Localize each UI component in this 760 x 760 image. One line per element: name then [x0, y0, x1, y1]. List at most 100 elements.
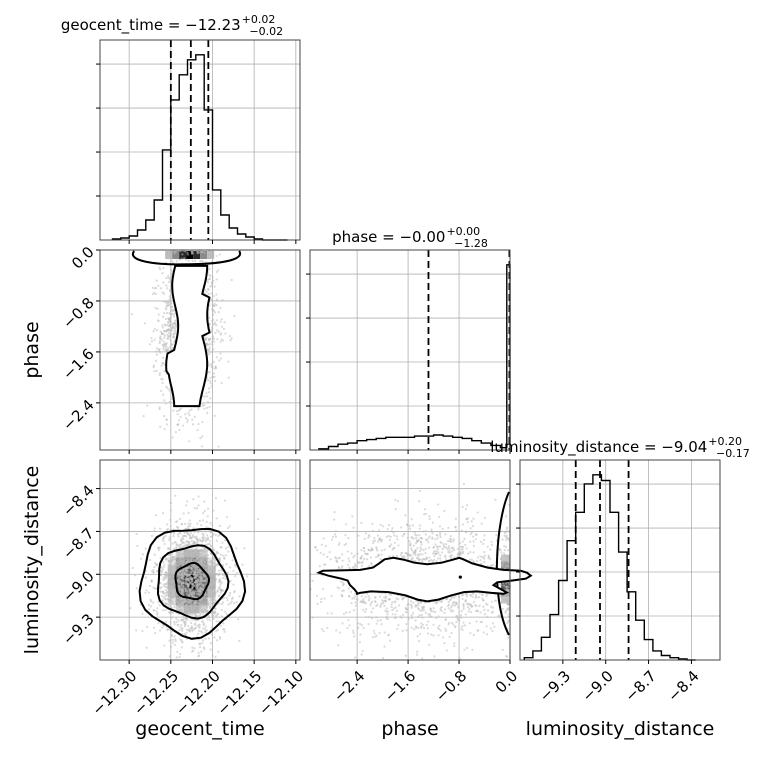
sample-point	[467, 610, 470, 613]
sample-point	[197, 556, 200, 559]
sample-point	[154, 631, 157, 635]
sample-point	[408, 524, 411, 527]
sample-point	[188, 519, 191, 522]
sample-point	[479, 611, 482, 614]
sample-point	[380, 602, 383, 605]
sample-point	[188, 613, 191, 616]
sample-point	[186, 500, 189, 503]
sample-point	[200, 603, 203, 607]
sample-point	[206, 589, 209, 592]
sample-point	[180, 619, 183, 622]
sample-point	[211, 524, 214, 527]
sample-point	[209, 589, 213, 592]
sample-point	[507, 613, 510, 616]
sample-point	[380, 549, 383, 552]
sample-point	[204, 631, 207, 634]
sample-point	[172, 556, 175, 559]
sample-point	[368, 597, 371, 600]
sample-point	[196, 539, 200, 542]
sample-point	[151, 601, 155, 604]
sample-point	[370, 617, 374, 620]
sample-point	[436, 557, 440, 560]
sample-point	[212, 509, 215, 512]
sample-point	[166, 333, 169, 336]
sample-point	[202, 579, 205, 582]
sample-point	[154, 287, 157, 290]
sample-point	[207, 616, 211, 619]
sample-point	[411, 524, 415, 527]
sample-point	[169, 561, 172, 565]
sample-point	[216, 612, 220, 615]
sample-point	[447, 551, 450, 554]
sample-point	[185, 543, 188, 547]
sample-point	[219, 591, 222, 595]
sample-point	[480, 620, 483, 624]
sample-point	[502, 552, 506, 555]
sample-point	[163, 428, 166, 431]
sample-point	[165, 402, 168, 405]
sample-point	[446, 604, 450, 607]
sample-point	[370, 562, 373, 566]
sample-point	[161, 599, 164, 602]
sample-point	[341, 589, 344, 592]
sample-point	[205, 342, 209, 345]
sample-point	[186, 610, 190, 613]
sample-point	[186, 540, 189, 543]
sample-point	[182, 585, 185, 588]
sample-point	[224, 554, 227, 557]
sample-point	[342, 612, 346, 616]
sample-point	[197, 578, 200, 581]
sample-point	[173, 635, 176, 638]
sample-point	[447, 607, 450, 610]
sample-point	[475, 560, 479, 563]
sample-point	[214, 568, 217, 571]
sample-point	[207, 364, 210, 367]
sample-point	[172, 409, 175, 412]
sample-point	[348, 560, 351, 563]
sample-point	[443, 608, 447, 611]
density-cell	[167, 573, 176, 582]
sample-point	[428, 535, 431, 538]
sample-point	[322, 630, 325, 633]
sample-point	[161, 272, 164, 275]
sample-point	[394, 613, 397, 616]
sample-point	[476, 556, 479, 559]
sample-point	[206, 538, 209, 541]
sample-point	[424, 552, 427, 555]
sample-point	[397, 598, 400, 601]
sample-point	[174, 325, 177, 328]
sample-point	[199, 590, 202, 593]
sample-point	[212, 360, 215, 363]
sample-point	[196, 428, 199, 432]
sample-point	[175, 594, 178, 597]
sample-point	[379, 558, 382, 561]
sample-point	[458, 619, 461, 622]
sample-point	[463, 537, 466, 540]
sample-point	[168, 298, 171, 301]
sample-point	[212, 575, 215, 578]
sample-point	[447, 601, 450, 604]
sample-point	[198, 606, 201, 609]
sample-point	[416, 539, 419, 542]
sample-point	[403, 532, 406, 536]
sample-point	[162, 609, 165, 612]
sample-point	[168, 276, 172, 280]
sample-point	[150, 570, 154, 573]
sample-point	[417, 554, 420, 557]
sample-point	[171, 343, 174, 346]
sample-point	[210, 297, 213, 301]
sample-point	[182, 563, 185, 566]
sample-point	[429, 607, 432, 611]
sample-point	[184, 568, 187, 571]
sample-point	[353, 595, 357, 598]
sample-point	[180, 539, 183, 542]
sample-point	[135, 532, 138, 536]
sample-point	[170, 553, 174, 556]
sample-point	[213, 285, 216, 288]
sample-point	[184, 522, 187, 525]
sample-point	[435, 616, 438, 620]
sample-point	[161, 324, 164, 327]
sample-point	[158, 373, 161, 377]
sample-point	[162, 300, 165, 303]
sample-point	[367, 536, 370, 539]
